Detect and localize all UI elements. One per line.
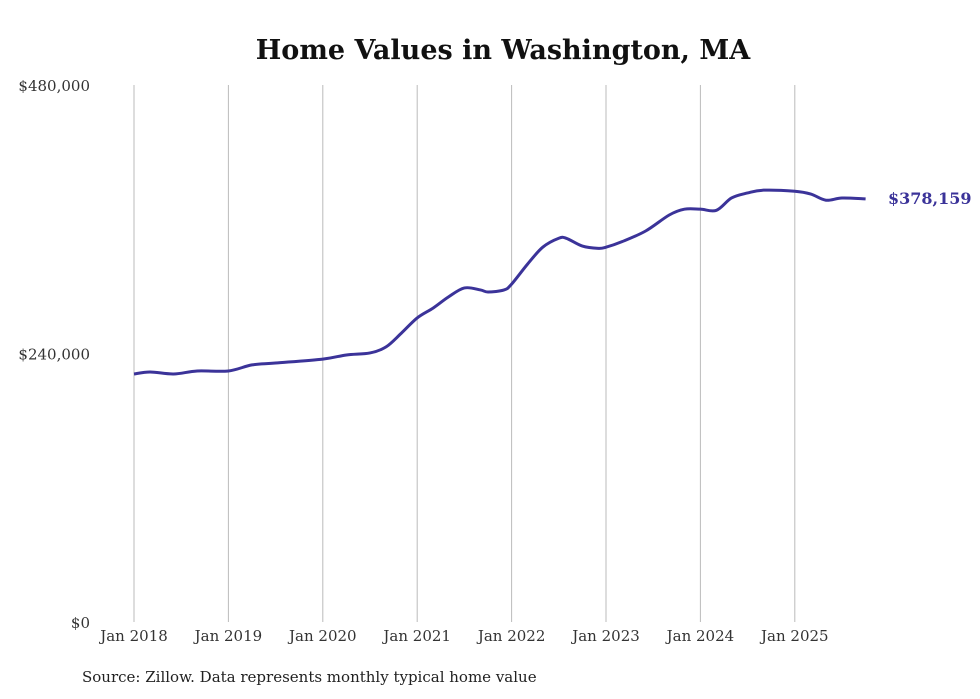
- x-tick-label: Jan 2025: [759, 627, 829, 645]
- x-tick-label: Jan 2020: [287, 627, 357, 645]
- y-tick-label: $240,000: [18, 346, 90, 364]
- x-tick-label: Jan 2024: [665, 627, 735, 645]
- x-tick-label: Jan 2021: [381, 627, 451, 645]
- end-value-label: $378,159: [888, 189, 972, 208]
- chart-title: Home Values in Washington, MA: [256, 35, 751, 66]
- x-tick-label: Jan 2023: [570, 627, 640, 645]
- y-tick-label: $0: [71, 614, 90, 632]
- x-tick-label: Jan 2022: [476, 627, 546, 645]
- x-tick-label: Jan 2018: [98, 627, 168, 645]
- source-note: Source: Zillow. Data represents monthly …: [82, 668, 537, 686]
- series-line: [133, 188, 866, 376]
- x-tick-label: Jan 2019: [193, 627, 263, 645]
- y-tick-label: $480,000: [18, 77, 90, 95]
